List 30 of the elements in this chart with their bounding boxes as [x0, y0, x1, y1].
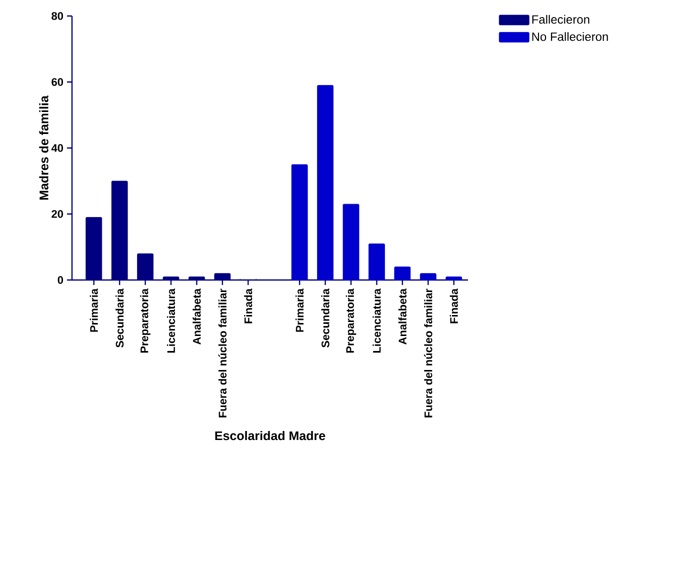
bar: [317, 85, 334, 280]
legend-label: No Fallecieron: [532, 32, 608, 41]
x-tick-label: Secundaria: [116, 288, 124, 348]
bar: [446, 276, 462, 280]
x-tick-label: Preparatoria: [140, 288, 150, 353]
x-tick-label: Primaria: [296, 288, 304, 332]
x-tick-label: Analfabeta: [192, 288, 201, 344]
bar: [342, 204, 360, 280]
x-tick-label: Fuera del núcleo familiar: [424, 288, 432, 418]
y-tick-label: 60: [52, 78, 64, 86]
x-tick-label: Finada: [450, 288, 458, 324]
y-axis-title: Madres de familia: [39, 95, 48, 200]
x-axis-title: Escolaridad Madre: [215, 430, 326, 440]
x-tick-label: Secundaria: [321, 288, 330, 348]
bar: [394, 266, 411, 280]
y-tick-label: 40: [51, 144, 64, 152]
x-tick-label: Finada: [244, 288, 252, 324]
x-tick-label: Licenciatura: [166, 288, 176, 353]
x-tick-label: Fuera del núcleo familiar: [218, 288, 227, 418]
x-tick-label: Preparatoria: [346, 288, 356, 353]
x-tick-label: Licenciatura: [372, 288, 381, 353]
x-tick-label: Primaria: [90, 288, 98, 332]
y-tick-label: 20: [52, 210, 64, 218]
y-tick-label: 80: [52, 12, 64, 20]
x-tick-label: Analfabeta: [398, 288, 406, 344]
bar: [368, 243, 385, 280]
bar: [291, 164, 308, 280]
bar: [420, 273, 436, 280]
legend-label: Fallecieron: [532, 14, 590, 24]
y-tick-label: 0: [58, 276, 64, 284]
